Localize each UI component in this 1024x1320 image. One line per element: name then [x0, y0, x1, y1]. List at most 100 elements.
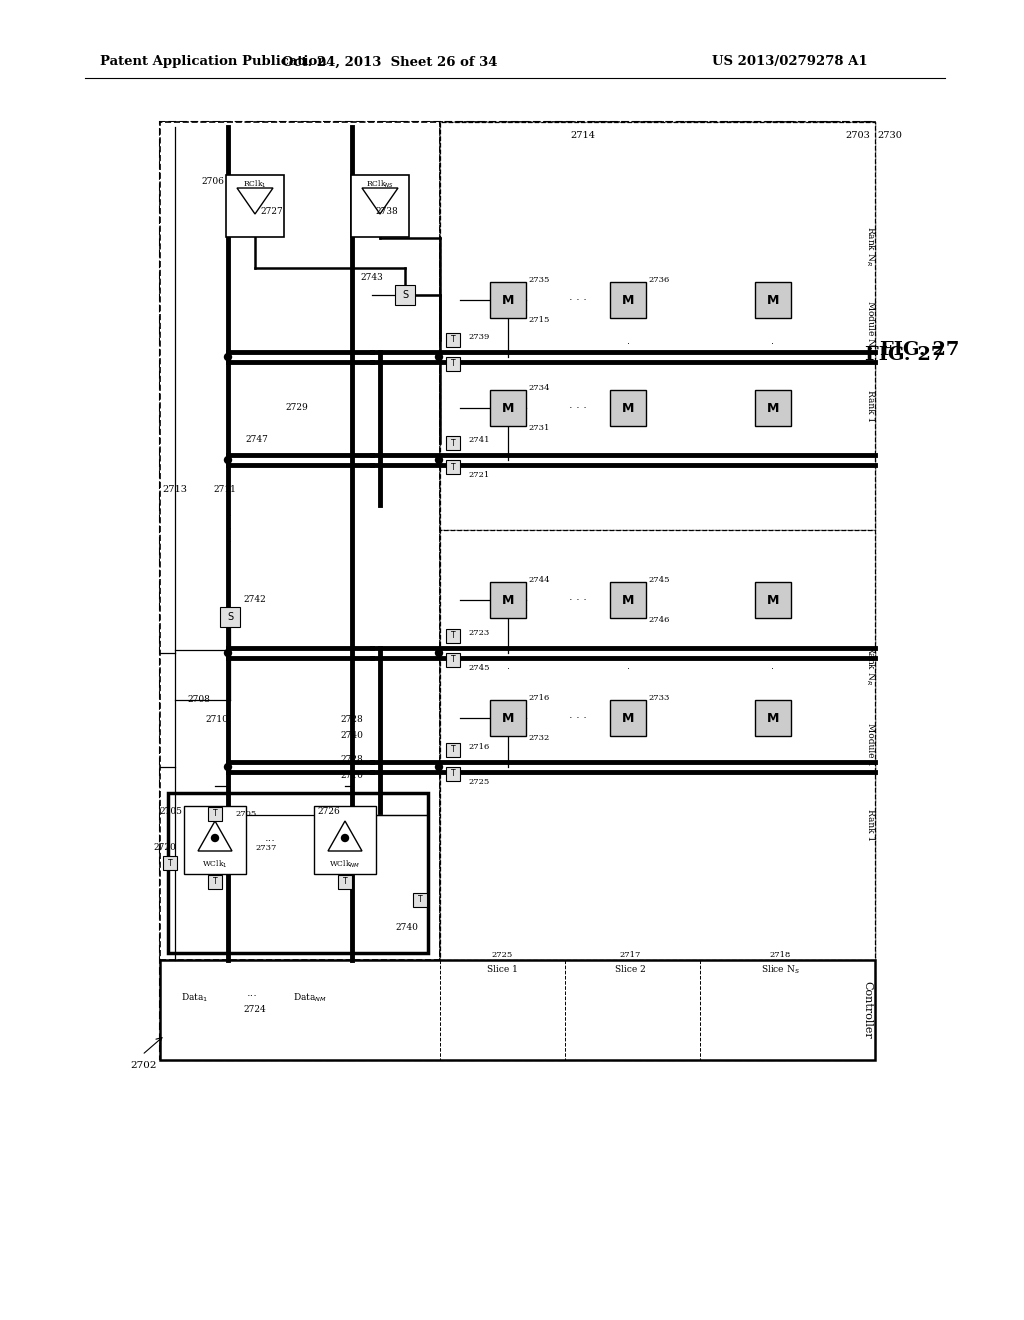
Text: 2745: 2745 — [468, 664, 489, 672]
Text: 2706: 2706 — [201, 177, 224, 186]
Text: ·
·
·: · · · — [771, 339, 774, 370]
Text: · · ·: · · · — [569, 294, 587, 305]
Bar — [610, 389, 646, 426]
Text: M: M — [767, 594, 779, 606]
Text: 2702: 2702 — [130, 1060, 157, 1069]
Text: 2743: 2743 — [360, 273, 383, 282]
Bar — [446, 630, 460, 643]
Text: 2744: 2744 — [528, 576, 550, 583]
Bar — [160, 960, 874, 1060]
Bar — [490, 389, 526, 426]
Text: 2728: 2728 — [340, 715, 362, 725]
Text: ·
·
·: · · · — [771, 644, 774, 675]
Text: ...: ... — [264, 833, 275, 843]
Text: S: S — [227, 612, 233, 622]
Bar — [446, 459, 460, 474]
Circle shape — [224, 763, 231, 771]
Text: WClk$_{NM}$: WClk$_{NM}$ — [330, 858, 360, 870]
Text: 2718: 2718 — [769, 950, 791, 960]
Text: 2732: 2732 — [528, 734, 549, 742]
Text: ·
·
·: · · · — [627, 339, 630, 370]
Bar — [413, 894, 427, 907]
Text: T: T — [213, 878, 217, 887]
Text: ·
·
·: · · · — [350, 511, 354, 549]
Text: 2723: 2723 — [468, 630, 489, 638]
Bar — [446, 333, 460, 347]
Text: 2710: 2710 — [205, 715, 228, 725]
Text: FIG. 27: FIG. 27 — [881, 341, 959, 359]
Text: · · ·: · · · — [569, 595, 587, 605]
Bar — [440, 531, 874, 960]
Text: 2739: 2739 — [468, 333, 489, 341]
Text: 2733: 2733 — [648, 694, 670, 702]
Text: M: M — [767, 711, 779, 725]
Text: 2740: 2740 — [395, 924, 418, 932]
Bar — [755, 282, 791, 318]
Text: M: M — [622, 293, 634, 306]
Text: · · ·: · · · — [569, 713, 587, 723]
Bar — [446, 743, 460, 756]
Text: RClk$_1$: RClk$_1$ — [244, 178, 267, 190]
Text: Data$_{NM}$: Data$_{NM}$ — [293, 991, 327, 1005]
Bar — [351, 176, 409, 238]
Text: 2716: 2716 — [528, 694, 549, 702]
Text: 2711: 2711 — [213, 486, 236, 495]
Text: T: T — [343, 878, 347, 887]
Text: M: M — [502, 401, 514, 414]
Text: 2724: 2724 — [244, 1006, 266, 1015]
Circle shape — [212, 834, 218, 842]
Text: T: T — [451, 462, 456, 471]
Text: 2725: 2725 — [468, 777, 489, 785]
Text: 2745: 2745 — [648, 576, 670, 583]
Circle shape — [435, 649, 442, 656]
Text: 2746: 2746 — [648, 616, 670, 624]
Bar — [446, 653, 460, 667]
Text: Module 1: Module 1 — [865, 723, 874, 767]
Circle shape — [435, 354, 442, 360]
Bar — [446, 356, 460, 371]
Text: RClk$_{NS}$: RClk$_{NS}$ — [366, 178, 394, 190]
Text: M: M — [622, 401, 634, 414]
Text: Slice 1: Slice 1 — [486, 965, 517, 974]
Text: 2735: 2735 — [528, 276, 549, 284]
Text: T: T — [451, 438, 456, 447]
Bar — [440, 121, 874, 531]
Text: US 2013/0279278 A1: US 2013/0279278 A1 — [712, 55, 867, 69]
Text: 2747: 2747 — [245, 436, 268, 445]
Text: 2727: 2727 — [260, 206, 283, 215]
Text: · · ·: · · · — [569, 403, 587, 413]
Text: Module N$_M$: Module N$_M$ — [864, 300, 877, 352]
Text: 2708: 2708 — [187, 696, 210, 705]
Bar — [184, 807, 246, 874]
Text: 2703: 2703 — [845, 131, 870, 140]
Text: Data$_1$: Data$_1$ — [181, 991, 209, 1005]
Text: Rank N$_R$: Rank N$_R$ — [864, 645, 877, 685]
Bar — [160, 121, 874, 1060]
Text: T: T — [451, 770, 456, 779]
Text: 2710: 2710 — [340, 771, 362, 780]
Bar — [395, 285, 415, 305]
Bar — [490, 700, 526, 737]
Text: Controller: Controller — [862, 981, 872, 1039]
Bar — [610, 700, 646, 737]
Text: 2717: 2717 — [620, 950, 641, 960]
Circle shape — [224, 354, 231, 360]
Text: Slice 2: Slice 2 — [614, 965, 645, 974]
Text: 2729: 2729 — [285, 404, 308, 412]
Circle shape — [341, 834, 348, 842]
Text: T: T — [451, 746, 456, 755]
Bar — [610, 282, 646, 318]
Circle shape — [435, 457, 442, 463]
Circle shape — [224, 457, 231, 463]
Text: T: T — [451, 335, 456, 345]
Bar — [314, 807, 376, 874]
Bar — [446, 767, 460, 781]
Bar — [226, 176, 284, 238]
Text: M: M — [767, 293, 779, 306]
Text: M: M — [502, 594, 514, 606]
Text: 2728: 2728 — [340, 755, 362, 764]
Text: Rank N$_R$: Rank N$_R$ — [864, 226, 877, 267]
Bar — [610, 582, 646, 618]
Bar — [208, 807, 222, 821]
Bar — [208, 875, 222, 888]
